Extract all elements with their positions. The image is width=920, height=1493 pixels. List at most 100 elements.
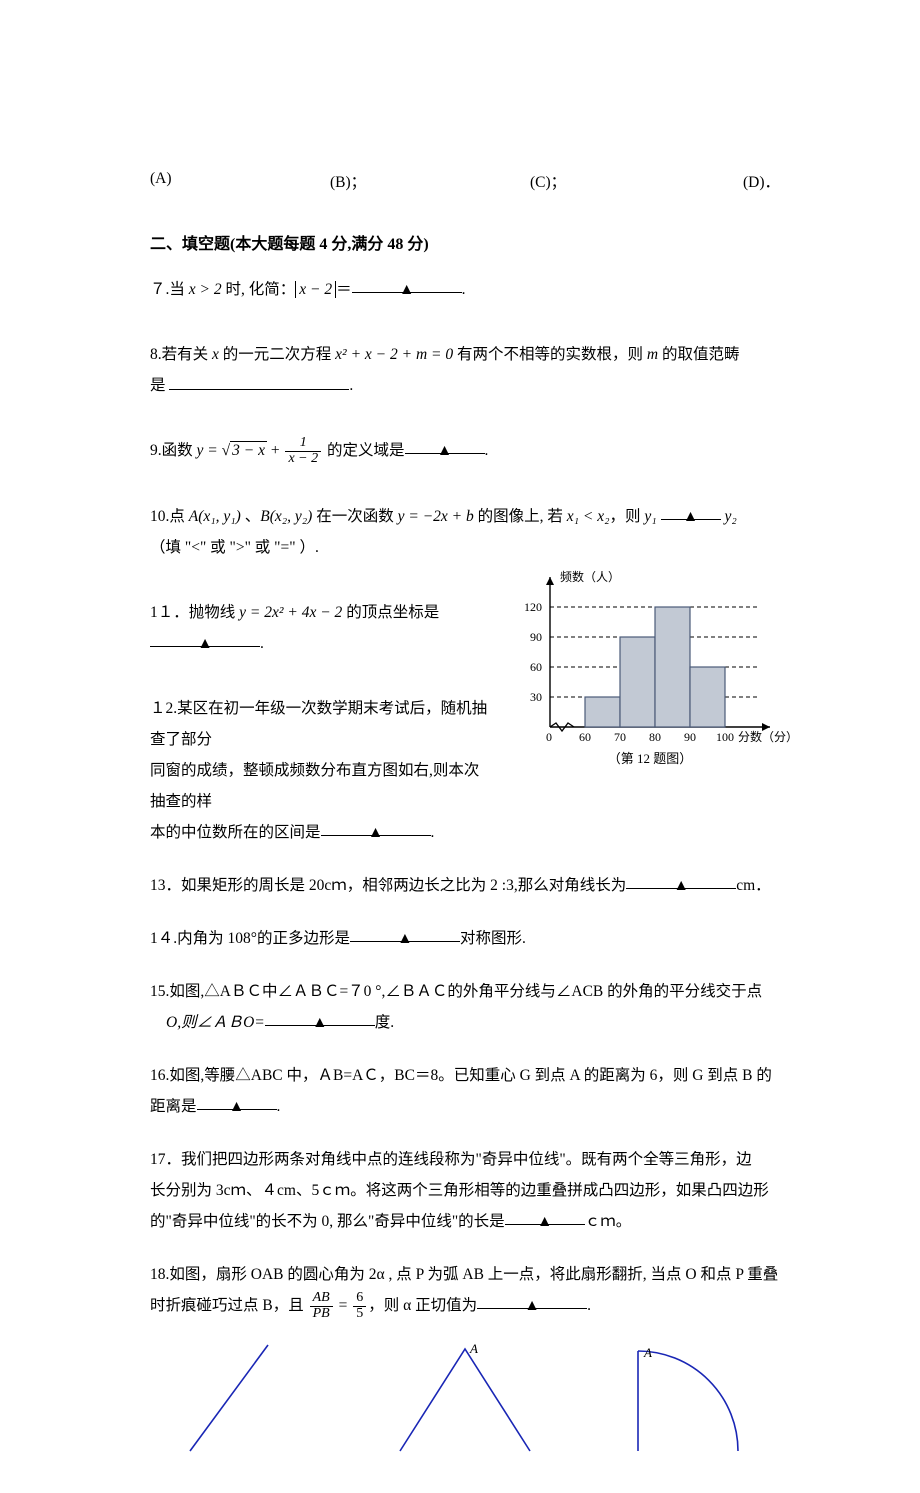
q12-l2: 同窗的成绩，整顿成频数分布直方图如右,则本次抽查的样 xyxy=(150,755,490,817)
q10-eq: y = −2x + b xyxy=(398,508,474,525)
q9-t2: 的定义域是 xyxy=(323,442,404,459)
q18-after: . xyxy=(587,1297,591,1314)
question-13: 13．如果矩形的周长是 20cｍ，相邻两边长之比为 2 :3,那么对角线长为▲c… xyxy=(150,870,780,901)
q9-rad: 3 − x xyxy=(230,441,267,459)
q12-after: . xyxy=(431,824,435,841)
option-A: (A) xyxy=(150,170,330,192)
q12-blank: ▲ xyxy=(321,817,431,836)
question-15: 15.如图,△AＢＣ中∠ＡＢＣ=７0 °,∠ＢＡＣ的外角平分线与∠ACB 的外角… xyxy=(150,976,780,1038)
q8-t1: 8.若有关 xyxy=(150,346,212,363)
q9-blank: ▲ xyxy=(405,435,485,454)
q10-sep: 、 xyxy=(241,508,260,525)
option-B: (B)； xyxy=(330,170,530,192)
q8-x: x xyxy=(212,346,219,363)
q8-after: . xyxy=(349,377,353,394)
sqrt-icon: 3 − x xyxy=(222,435,267,466)
q10-B: B xyxy=(260,508,269,525)
q17-blank: ▲ xyxy=(505,1206,585,1225)
q9-frac: 1x − 2 xyxy=(285,436,321,466)
q9-after: . xyxy=(485,442,489,459)
q13-unit: cm． xyxy=(736,877,770,894)
svg-text:A: A xyxy=(643,1345,652,1360)
q10-y2: y₂ xyxy=(724,508,736,525)
q18-mid: ，则 α 正切值为 xyxy=(368,1297,477,1314)
q18-frac2: 65 xyxy=(353,1291,366,1321)
q10-t2: 在一次函数 xyxy=(312,508,397,525)
q14-blank: ▲ xyxy=(350,923,460,942)
q18-blank: ▲ xyxy=(477,1290,587,1309)
q10-t1: 10.点 xyxy=(150,508,189,525)
q7-mid: 时, 化简： xyxy=(222,281,296,298)
question-9: 9.函数 y = 3 − x + 1x − 2 的定义域是▲. xyxy=(150,435,780,467)
q10-p2: (x₂, y₂) xyxy=(270,508,313,525)
q13-blank: ▲ xyxy=(626,870,736,889)
q9-y: y = xyxy=(197,442,222,459)
question-17: 17．我们把四边形两条对角线中点的连线段称为"奇异中位线"。既有两个全等三角形，… xyxy=(150,1144,780,1237)
q11-t1: 1１．抛物线 xyxy=(150,604,239,621)
q8-blank xyxy=(169,371,349,390)
q7-blank: ▲ xyxy=(352,274,462,293)
q8-eq: x² + x − 2 + m = 0 xyxy=(335,346,453,363)
q7-prefix: ７.当 xyxy=(150,281,189,298)
question-18: 18.如图，扇形 OAB 的圆心角为 2α , 点 P 为弧 AB 上一点，将此… xyxy=(150,1259,780,1322)
q14-t1: 1４.内角为 108°的正多边形是 xyxy=(150,930,350,947)
question-12: １2.某区在初一年级一次数学期末考试后，随机抽查了部分 同窗的成绩，整顿成频数分… xyxy=(150,693,780,848)
question-10: 10.点 A(x₁, y₁) 、B(x₂, y₂) 在一次函数 y = −2x … xyxy=(150,501,780,563)
q15-t1: 15.如图,△AＢＣ中∠ＡＢＣ=７0 °,∠ＢＡＣ的外角平分线与∠ACB 的外角… xyxy=(150,976,780,1007)
question-16: 16.如图,等腰△ABC 中，ＡB=AＣ，BC＝8。已知重心 G 到点 A 的距… xyxy=(150,1060,780,1122)
q18-frac1: ABPB xyxy=(310,1291,333,1321)
q8-t3: 有两个不相等的实数根，则 xyxy=(453,346,647,363)
question-8: 8.若有关 x 的一元二次方程 x² + x − 2 + m = 0 有两个不相… xyxy=(150,339,780,401)
q13-t1: 13．如果矩形的周长是 20cｍ，相邻两边长之比为 2 :3,那么对角线长为 xyxy=(150,877,626,894)
q7-cond: x > 2 xyxy=(189,281,222,298)
q8-line2: 是 xyxy=(150,377,169,394)
svg-text:60: 60 xyxy=(530,660,542,674)
q12-l3: 本的中位数所在的区间是 xyxy=(150,824,321,841)
q10-blank: ▲ xyxy=(661,501,721,520)
q16-blank: ▲ xyxy=(197,1091,277,1110)
q16-after: . xyxy=(277,1098,281,1115)
q14-t2: 对称图形. xyxy=(460,930,526,947)
q12-l1: １2.某区在初一年级一次数学期末考试后，随机抽查了部分 xyxy=(150,693,490,755)
q7-abs: x − 2 xyxy=(295,281,336,298)
q11-eq: y = 2x² + 4x − 2 xyxy=(239,604,342,621)
option-D: (D)． xyxy=(730,170,780,192)
q9-t1: 9.函数 xyxy=(150,442,197,459)
q8-t4: 的取值范畴 xyxy=(658,346,739,363)
q17-l3pre: 的"奇异中位线"的长不为 0, 那么"奇异中位线"的长是 xyxy=(150,1213,505,1230)
q9-plus: + xyxy=(267,442,284,459)
q11-blank: ▲ xyxy=(150,628,260,647)
q15-blank: ▲ xyxy=(265,1007,375,1026)
q16-t1: 16.如图,等腰△ABC 中，ＡB=AＣ，BC＝8。已知重心 G 到点 A 的距… xyxy=(150,1060,780,1091)
question-7: ７.当 x > 2 时, 化简：x − 2＝▲. xyxy=(150,274,780,305)
q17-l3suf: ｃｍ。 xyxy=(585,1213,632,1230)
q16-pre: 距离是 xyxy=(150,1098,197,1115)
q18-pre: 时折痕碰巧过点 B，且 xyxy=(150,1297,308,1314)
q8-m: m xyxy=(647,346,658,363)
q18-eq: = xyxy=(335,1297,352,1314)
question-14: 1４.内角为 108°的正多边形是▲对称图形. xyxy=(150,923,780,954)
q8-t2: 的一元二次方程 xyxy=(219,346,335,363)
question-11: 1１．抛物线 y = 2x² + 4x − 2 的顶点坐标是 ▲. xyxy=(150,597,780,659)
q17-l1: 17．我们把四边形两条对角线中点的连线段称为"奇异中位线"。既有两个全等三角形，… xyxy=(150,1144,780,1175)
figures-row: A A xyxy=(150,1343,780,1453)
q17-l2: 长分别为 3cｍ、４cm、5ｃｍ。将这两个三角形相等的边重叠拼成凸四边形，如果凸… xyxy=(150,1175,780,1206)
figure-15 xyxy=(150,1343,320,1453)
q7-after: . xyxy=(462,281,466,298)
figure-18: A xyxy=(610,1343,780,1453)
options-row: (A) (B)； (C)； (D)． xyxy=(150,170,780,192)
q10-cond: x₁ < x₂ xyxy=(567,508,610,525)
q11-after: . xyxy=(260,635,264,652)
q15-l2pre: O,则∠ＡＢO= xyxy=(166,1014,265,1031)
figure-16: A xyxy=(380,1343,550,1453)
q10-y1: y₁ xyxy=(644,508,656,525)
option-C: (C)； xyxy=(530,170,730,192)
q10-t3: 的图像上, 若 xyxy=(474,508,567,525)
q10-A: A xyxy=(189,508,198,525)
q15-l2suf: 度. xyxy=(375,1014,394,1031)
q10-line2: （填 "<" 或 ">" 或 "=" ）. xyxy=(150,532,780,563)
svg-text:A: A xyxy=(469,1343,478,1356)
section-2-title: 二、填空题(本大题每题 4 分,满分 48 分) xyxy=(150,230,780,254)
q11-t2: 的顶点坐标是 xyxy=(342,604,439,621)
q10-t4: ，则 xyxy=(610,508,645,525)
